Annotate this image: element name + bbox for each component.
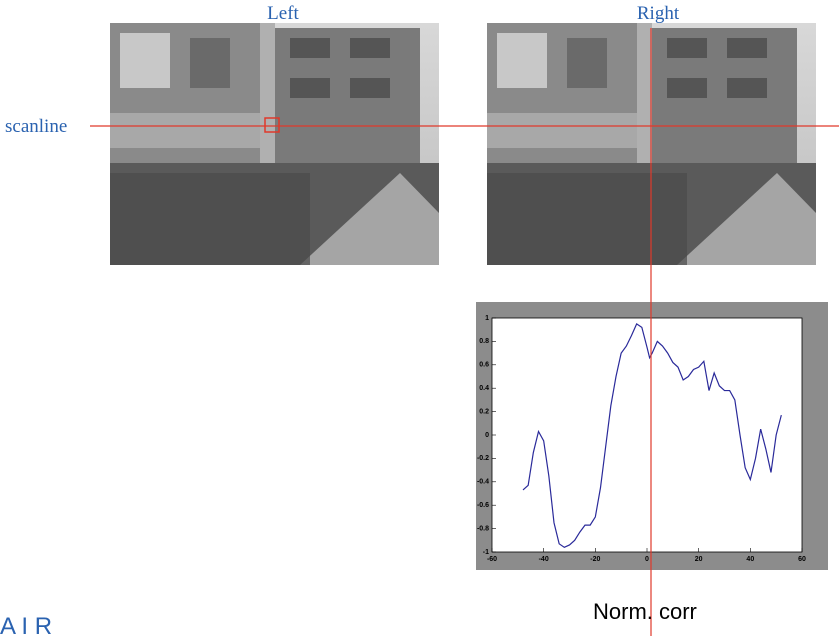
x-tick-label: 40 [746,556,754,563]
patch-box [264,117,280,133]
y-tick-label: 0 [485,432,489,439]
y-tick-label: 1 [485,315,489,322]
left-label: Left [267,3,299,24]
x-tick-label: 0 [645,556,649,563]
right-label: Right [637,3,680,24]
y-tick-label: -0.4 [477,479,489,486]
plot-area [491,317,803,553]
caption: Norm. corr [593,599,697,624]
x-tick-label: -40 [539,556,549,563]
y-tick-label: 0.2 [479,408,489,415]
logo: A I R [0,613,52,636]
y-tick-label: -0.6 [477,502,489,509]
x-tick-label: 60 [798,556,806,563]
y-tick-label: -0.8 [477,525,489,532]
left-image [110,23,439,265]
x-tick-label: 20 [695,556,703,563]
x-tick-label: -20 [590,556,600,563]
y-tick-label: -0.2 [477,455,489,462]
y-tick-label: 0.8 [479,338,489,345]
y-tick-label: 0.6 [479,362,489,369]
scanline-label: scanline [5,116,67,137]
y-tick-label: 0.4 [479,385,489,392]
y-tick-label: -1 [483,549,489,556]
x-tick-label: -60 [487,556,497,563]
